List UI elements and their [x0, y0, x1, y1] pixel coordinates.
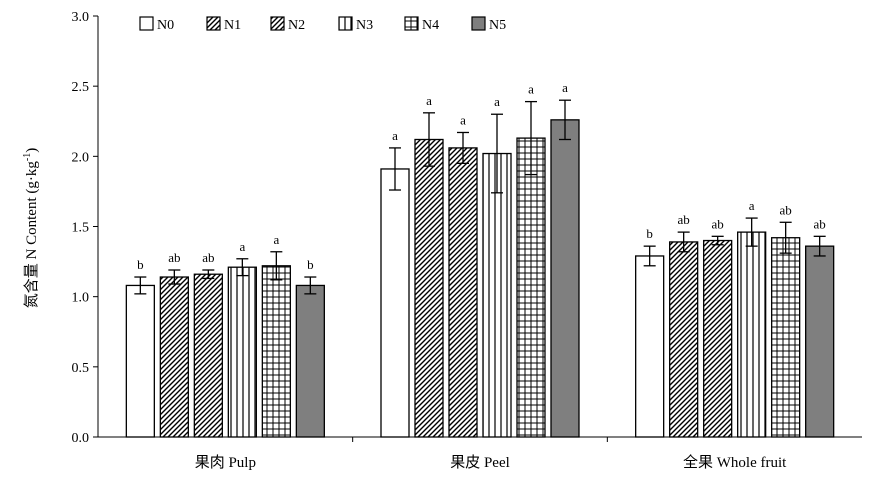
- y-tick-label: 2.5: [72, 80, 90, 95]
- legend-swatch: [270, 16, 285, 31]
- legend-label: N0: [157, 18, 174, 33]
- bar: [737, 231, 767, 438]
- significance-label: ab: [168, 250, 180, 265]
- significance-label: b: [307, 257, 314, 272]
- legend-swatch: [404, 16, 419, 31]
- y-tick-label: 1.0: [72, 291, 90, 306]
- significance-label: ab: [712, 216, 724, 231]
- significance-label: a: [392, 128, 398, 143]
- legend-swatch: [338, 16, 353, 31]
- bar: [448, 147, 478, 438]
- significance-label: a: [749, 198, 755, 213]
- significance-label: a: [273, 232, 279, 247]
- significance-label: ab: [814, 216, 826, 231]
- significance-label: a: [494, 94, 500, 109]
- category-label: 果皮 Peel: [450, 454, 510, 471]
- bar: [227, 266, 257, 438]
- bar: [125, 284, 155, 438]
- bar: [550, 119, 580, 438]
- significance-label: ab: [780, 202, 792, 217]
- y-tick-label: 0.5: [72, 361, 90, 376]
- legend-label: N1: [224, 18, 241, 33]
- legend-label: N4: [422, 18, 439, 33]
- legend-swatch: [471, 16, 486, 31]
- bar: [703, 239, 733, 438]
- bar: [193, 273, 223, 438]
- bar: [380, 168, 410, 438]
- bar: [771, 237, 801, 438]
- legend-swatch: [206, 16, 221, 31]
- y-tick-label: 2.0: [72, 150, 90, 165]
- significance-label: ab: [202, 250, 214, 265]
- y-tick-label: 1.5: [72, 221, 90, 236]
- bar: [261, 265, 291, 438]
- bar: [516, 137, 546, 438]
- category-label: 果肉 Pulp: [195, 454, 256, 471]
- significance-label: b: [137, 257, 144, 272]
- significance-label: a: [460, 112, 466, 127]
- legend-label: N3: [356, 18, 373, 33]
- y-tick-label: 0.0: [72, 431, 90, 446]
- bar: [414, 138, 444, 438]
- category-label: 全果 Whole fruit: [683, 453, 787, 471]
- y-tick-label: 3.0: [72, 10, 90, 25]
- significance-label: a: [426, 93, 432, 108]
- legend-swatch: [139, 16, 154, 31]
- bar: [805, 245, 835, 438]
- y-axis-title: 氮含量 N Content (g·kg-1): [22, 148, 40, 308]
- bar: [159, 276, 189, 438]
- bar: [295, 284, 325, 438]
- bar: [669, 241, 699, 438]
- legend-label: N5: [489, 18, 506, 33]
- bar: [482, 152, 512, 438]
- significance-label: ab: [678, 212, 690, 227]
- legend-label: N2: [288, 18, 305, 33]
- significance-label: a: [562, 80, 568, 95]
- significance-label: a: [239, 239, 245, 254]
- significance-label: b: [646, 226, 653, 241]
- bar: [635, 255, 665, 438]
- significance-label: a: [528, 82, 534, 97]
